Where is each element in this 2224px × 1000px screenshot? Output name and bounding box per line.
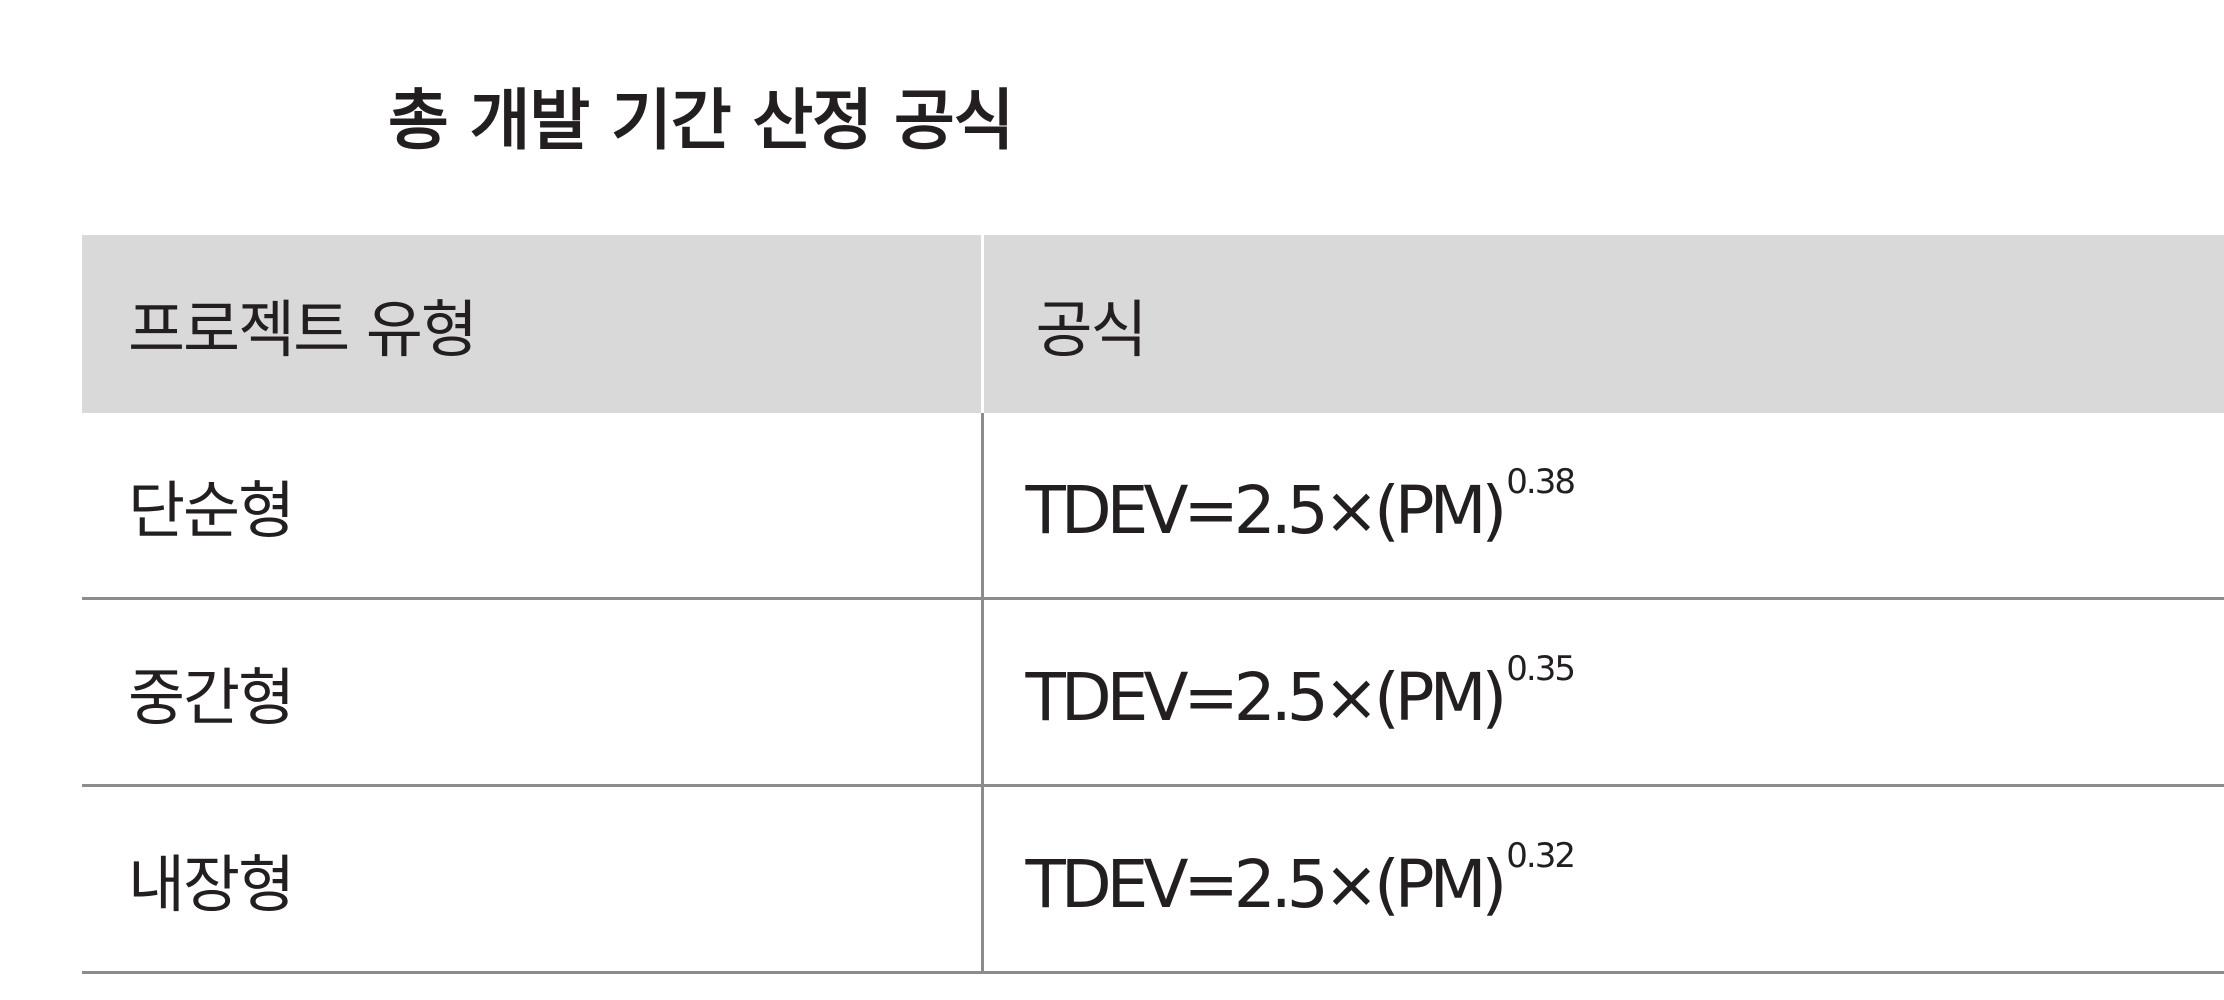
table-header-row: 프로젝트 유형 공식 [82,235,2224,413]
project-type-cell: 내장형 [82,785,982,974]
formula-text: TDEV=2.5×(PM) [1025,471,1508,549]
formula-cell: TDEV=2.5×(PM) 0.35 [980,598,2224,787]
formula-text: TDEV=2.5×(PM) [1025,845,1508,923]
page-title: 총 개발 기간 산정 공식 [388,82,1014,159]
formula-cell: TDEV=2.5×(PM) 0.38 [980,413,2224,600]
formula-text: TDEV=2.5×(PM) [1025,658,1508,736]
column-header-project-type: 프로젝트 유형 [82,235,982,413]
formula-exponent: 0.35 [1506,648,1576,689]
table-row: 내장형 TDEV=2.5×(PM) 0.32 [82,785,2224,974]
project-type-cell: 단순형 [82,413,982,600]
project-type-cell: 중간형 [82,598,982,787]
table-row: 중간형 TDEV=2.5×(PM) 0.35 [82,598,2224,787]
formula-cell: TDEV=2.5×(PM) 0.32 [980,785,2224,974]
formula-table: 프로젝트 유형 공식 단순형 TDEV=2.5×(PM) 0.38 중간형 TDE… [82,235,2224,974]
table-row: 단순형 TDEV=2.5×(PM) 0.38 [82,413,2224,600]
formula-exponent: 0.32 [1506,835,1576,876]
formula-exponent: 0.38 [1506,461,1576,502]
column-header-formula: 공식 [980,235,2224,413]
